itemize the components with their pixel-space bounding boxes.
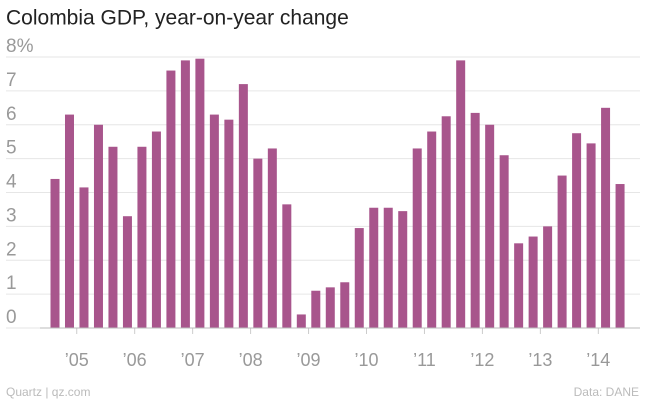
- y-tick-label: 5: [6, 138, 17, 159]
- bar: [514, 243, 524, 328]
- bar: [325, 287, 335, 328]
- y-tick-label: 2: [6, 239, 17, 260]
- y-tick-label: 8%: [6, 36, 34, 57]
- bar: [499, 155, 509, 328]
- bar: [615, 184, 625, 328]
- bar: [253, 158, 263, 328]
- bar: [267, 148, 277, 328]
- bar: [441, 116, 451, 328]
- bar: [528, 236, 538, 328]
- bar: [296, 314, 306, 328]
- bar: [224, 119, 234, 328]
- bar: [383, 207, 393, 328]
- x-tick-label: ’14: [586, 350, 610, 370]
- bar: [340, 282, 350, 328]
- bar: [137, 146, 147, 328]
- x-tick-label: ’11: [413, 350, 436, 370]
- bar: [93, 124, 103, 328]
- x-tick-label: ’12: [470, 350, 494, 370]
- x-tick-label: ’10: [354, 350, 378, 370]
- y-tick-label: 1: [6, 273, 17, 294]
- x-tick-label: ’08: [239, 350, 263, 370]
- bar: [412, 148, 422, 328]
- bar: [108, 146, 118, 328]
- bar: [485, 124, 495, 328]
- y-tick-label: 6: [6, 104, 17, 125]
- bar: [354, 228, 364, 328]
- bar: [427, 131, 437, 328]
- bar: [398, 211, 408, 328]
- bar: [369, 207, 379, 328]
- bar: [166, 70, 176, 329]
- bar: [557, 175, 567, 328]
- bar: [195, 58, 205, 328]
- bar: [238, 84, 248, 328]
- bar: [586, 143, 596, 328]
- y-tick-label: 3: [6, 205, 17, 226]
- y-tick-label: 7: [6, 70, 17, 91]
- x-tick-label: ’06: [123, 350, 147, 370]
- x-tick-label: ’13: [528, 350, 552, 370]
- chart-title: Colombia GDP, year-on-year change: [6, 7, 349, 30]
- x-tick-label: ’05: [65, 350, 89, 370]
- x-tick-label: ’07: [181, 350, 205, 370]
- bar: [151, 131, 161, 328]
- bar: [311, 290, 321, 328]
- bar: [601, 107, 611, 328]
- source: Data: DANE: [574, 385, 639, 399]
- y-tick-label: 0: [6, 307, 17, 328]
- bar: [572, 133, 582, 328]
- y-tick-label: 4: [6, 172, 17, 193]
- bar: [180, 60, 190, 328]
- bar: [64, 114, 74, 329]
- bar: [282, 204, 292, 328]
- x-tick-label: ’09: [297, 350, 321, 370]
- bar: [79, 187, 89, 328]
- bar: [456, 60, 466, 328]
- bar: [122, 216, 132, 328]
- bar: [470, 112, 480, 328]
- bar: [543, 226, 553, 328]
- credit: Quartz | qz.com: [6, 385, 90, 399]
- bar: [209, 114, 219, 329]
- bar: [50, 178, 60, 328]
